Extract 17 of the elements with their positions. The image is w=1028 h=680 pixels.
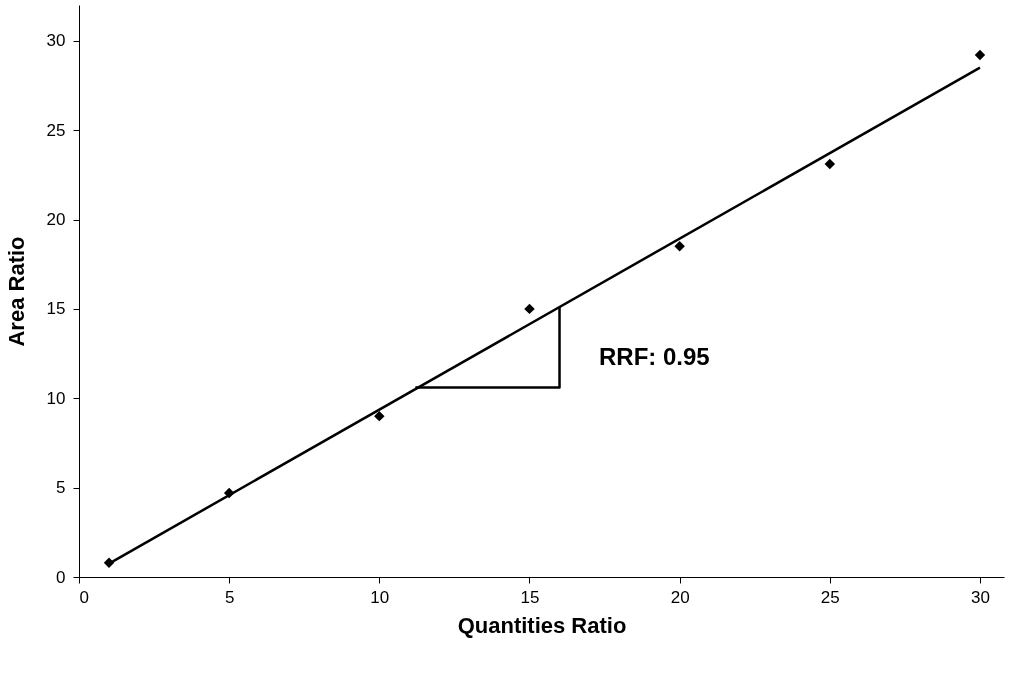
y-tick-label: 10 (46, 388, 66, 408)
x-tick-label: 10 (370, 587, 390, 607)
y-tick-label: 30 (46, 31, 66, 51)
x-tick-label: 30 (971, 587, 990, 607)
x-tick-label: 0 (79, 587, 89, 607)
x-tick-label: 5 (224, 587, 235, 607)
y-axis-title: Area Ratio (3, 236, 29, 347)
annotation: RRF: 0.95 (599, 343, 710, 370)
x-tick-label: 20 (670, 587, 690, 607)
y-tick-label: 15 (46, 299, 66, 319)
y-tick-label: 0 (56, 567, 66, 587)
y-tick-label: 25 (46, 120, 66, 140)
y-tick-label: 5 (56, 478, 66, 498)
x-axis-title: Quantities Ratio (457, 612, 627, 638)
x-tick-label: 25 (820, 587, 840, 607)
y-tick-label: 20 (46, 210, 66, 229)
x-tick-label: 15 (520, 587, 540, 607)
